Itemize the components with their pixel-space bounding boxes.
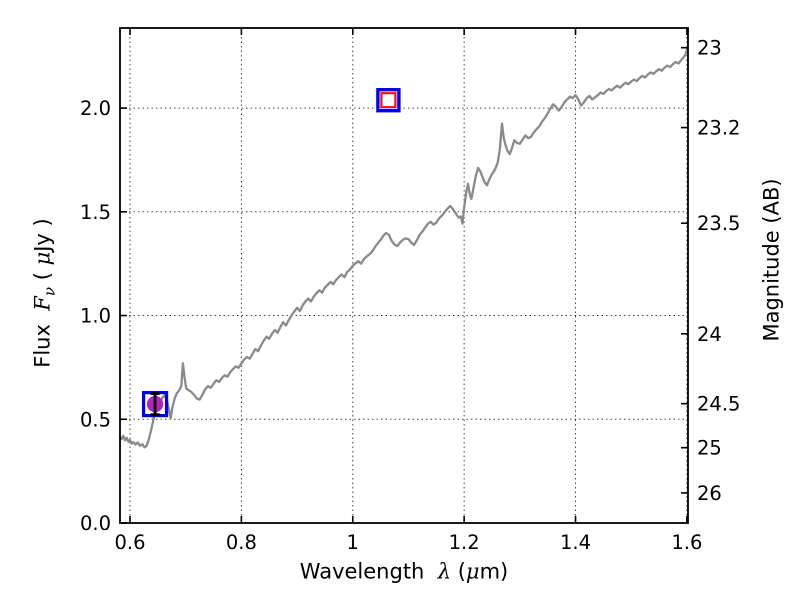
axis-label-fragment: ν <box>40 286 59 297</box>
axis-label-fragment: μ <box>465 559 480 584</box>
axis-label-fragment: λ <box>437 559 452 584</box>
y-tick-label-1.5: 1.5 <box>80 201 111 224</box>
y-tick-label-0.0: 0.0 <box>80 512 111 535</box>
model-point-blue-square <box>376 87 401 113</box>
x-tick-label-1.4: 1.4 <box>560 531 591 554</box>
axis-label-fragment: ( <box>30 265 55 287</box>
y-tick-label-0.5: 0.5 <box>80 408 111 431</box>
magnitude-tick-label-23: 23 <box>697 37 722 60</box>
axis-label-fragment: Flux <box>30 310 55 368</box>
axis-label-fragment: Magnitude (AB) <box>759 178 784 342</box>
x-tick-label-0.8: 0.8 <box>226 531 257 554</box>
plot-border <box>119 27 689 524</box>
magnitude-tick-label-24.5: 24.5 <box>697 393 740 416</box>
y-axis-label-flux: Flux Fν ( μJy ) <box>30 218 59 368</box>
axis-label-fragment: m) <box>479 559 509 584</box>
magnitude-tick-label-25: 25 <box>697 437 722 460</box>
axis-label-fragment: ( <box>451 559 466 584</box>
x-axis-label: Wavelength λ (μm) <box>299 559 509 584</box>
y-axis-label-magnitude: Magnitude (AB) <box>759 178 784 342</box>
x-tick-label-0.6: 0.6 <box>115 531 146 554</box>
axis-label-fragment: Wavelength <box>299 559 438 584</box>
axis-label-fragment: μ <box>30 251 55 266</box>
model-point-red-square <box>380 92 397 109</box>
x-tick-label-1.6: 1.6 <box>671 531 702 554</box>
magnitude-tick-label-24: 24 <box>697 323 722 346</box>
axis-label-fragment: F <box>30 296 55 311</box>
x-tick-label-1.2: 1.2 <box>449 531 480 554</box>
magnitude-tick-label-23.2: 23.2 <box>697 117 740 140</box>
y-tick-label-1.0: 1.0 <box>80 305 111 328</box>
magnitude-tick-label-26: 26 <box>697 482 722 505</box>
magnitude-tick-label-23.5: 23.5 <box>697 212 740 235</box>
spectrum-line <box>118 46 689 449</box>
y-tick-label-2.0: 2.0 <box>80 97 111 120</box>
axis-label-fragment: Jy ) <box>30 218 55 252</box>
x-tick-label-1: 1 <box>347 531 359 554</box>
